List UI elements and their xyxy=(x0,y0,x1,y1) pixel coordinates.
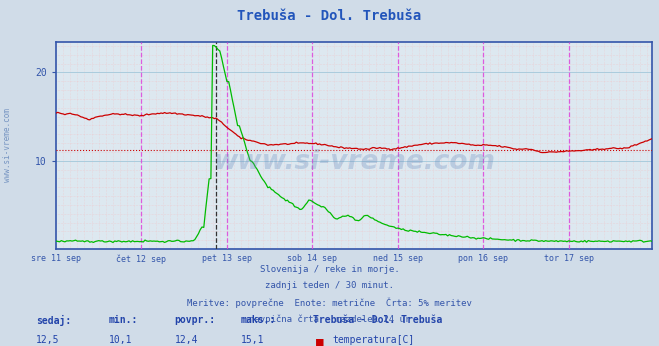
Text: maks.:: maks.: xyxy=(241,315,275,325)
Text: ned 15 sep: ned 15 sep xyxy=(373,254,423,263)
Text: Meritve: povprečne  Enote: metrične  Črta: 5% meritev: Meritve: povprečne Enote: metrične Črta:… xyxy=(187,298,472,308)
Text: navpična črta - razdelek 24 ur: navpična črta - razdelek 24 ur xyxy=(249,315,410,324)
Text: pet 13 sep: pet 13 sep xyxy=(202,254,252,263)
Text: min.:: min.: xyxy=(109,315,138,325)
Text: temperatura[C]: temperatura[C] xyxy=(333,335,415,345)
Text: sedaj:: sedaj: xyxy=(36,315,71,326)
Text: tor 17 sep: tor 17 sep xyxy=(544,254,594,263)
Text: www.si-vreme.com: www.si-vreme.com xyxy=(214,149,495,175)
Text: zadnji teden / 30 minut.: zadnji teden / 30 minut. xyxy=(265,281,394,290)
Text: pon 16 sep: pon 16 sep xyxy=(458,254,508,263)
Text: Trebuša - Dol. Trebuša: Trebuša - Dol. Trebuša xyxy=(313,315,442,325)
Text: 12,5: 12,5 xyxy=(36,335,60,345)
Text: 15,1: 15,1 xyxy=(241,335,264,345)
Text: Trebuša - Dol. Trebuša: Trebuša - Dol. Trebuša xyxy=(237,9,422,22)
Text: www.si-vreme.com: www.si-vreme.com xyxy=(3,108,13,182)
Text: sre 11 sep: sre 11 sep xyxy=(31,254,81,263)
Text: sob 14 sep: sob 14 sep xyxy=(287,254,337,263)
Text: povpr.:: povpr.: xyxy=(175,315,215,325)
Text: Slovenija / reke in morje.: Slovenija / reke in morje. xyxy=(260,265,399,274)
Text: 12,4: 12,4 xyxy=(175,335,198,345)
Text: 10,1: 10,1 xyxy=(109,335,132,345)
Text: čet 12 sep: čet 12 sep xyxy=(117,254,167,264)
Text: ■: ■ xyxy=(316,335,324,346)
